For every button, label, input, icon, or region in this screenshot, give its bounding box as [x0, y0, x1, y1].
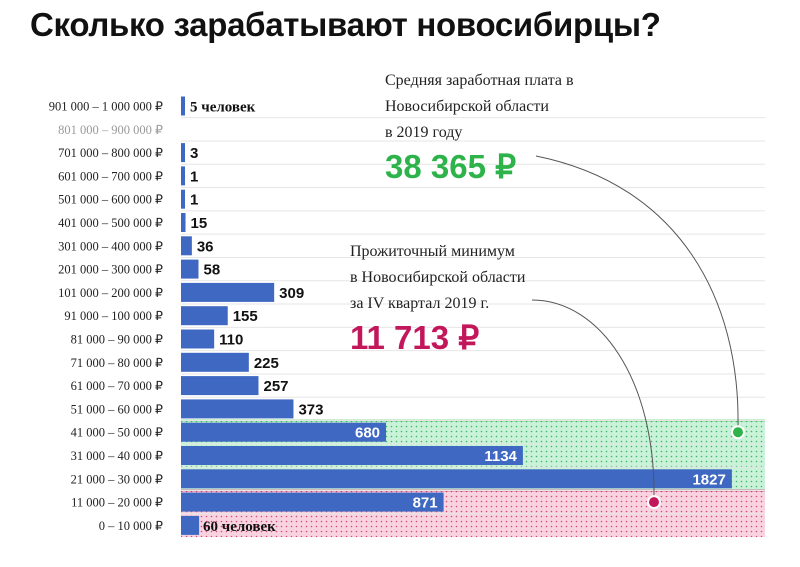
minimum-caption-line: в Новосибирской области — [350, 269, 526, 286]
category-label: 91 000 – 100 000 ₽ — [64, 309, 163, 323]
category-label: 501 000 – 600 000 ₽ — [58, 193, 163, 207]
value-label: 225 — [254, 355, 279, 372]
category-label: 71 000 – 80 000 ₽ — [71, 356, 163, 370]
bar — [181, 515, 200, 535]
bar — [181, 352, 249, 372]
category-label: 61 000 – 70 000 ₽ — [71, 379, 163, 393]
value-label: 257 — [263, 378, 288, 395]
category-label: 401 000 – 500 000 ₽ — [58, 216, 163, 230]
bar — [181, 329, 215, 349]
bar — [181, 96, 185, 116]
average-salary-caption: Средняя заработная плата в Новосибирской… — [385, 68, 574, 146]
value-label: 5 человек — [190, 100, 256, 116]
minimum-leader-line — [531, 299, 655, 497]
bar — [181, 469, 732, 489]
category-labels: 901 000 – 1 000 000 ₽ 801 000 – 900 000 ₽… — [49, 100, 163, 533]
bar — [181, 213, 186, 232]
minimum-marker — [647, 495, 661, 510]
average-caption-line: Средняя заработная плата в — [385, 72, 574, 89]
value-label: 15 — [191, 215, 208, 232]
category-label: 201 000 – 300 000 ₽ — [58, 263, 163, 277]
average-caption-line: в 2019 году — [385, 124, 463, 141]
bar — [181, 399, 294, 419]
gridlines — [181, 117, 765, 515]
category-label: 81 000 – 90 000 ₽ — [71, 333, 163, 347]
value-label: 309 — [279, 285, 304, 302]
average-marker — [731, 425, 745, 440]
value-label: 373 — [298, 401, 323, 418]
bar — [181, 189, 185, 209]
bar — [181, 259, 199, 279]
value-label: 1827 — [692, 471, 725, 488]
bars — [181, 96, 732, 535]
subsistence-minimum-caption: Прожиточный минимум в Новосибирской обла… — [350, 239, 525, 317]
minimum-caption-line: за IV квартал 2019 г. — [350, 295, 490, 312]
category-label: 31 000 – 40 000 ₽ — [71, 449, 163, 463]
average-leader-line — [535, 155, 739, 427]
bar — [181, 422, 387, 442]
value-label: 58 — [203, 262, 220, 279]
bar — [181, 143, 185, 163]
value-label: 3 — [190, 145, 198, 162]
bar — [181, 236, 192, 256]
category-label: 901 000 – 1 000 000 ₽ — [49, 100, 163, 114]
category-label: 601 000 – 700 000 ₽ — [58, 169, 163, 183]
bar — [181, 376, 259, 396]
value-label: 110 — [219, 332, 243, 349]
value-label: 1 — [190, 168, 198, 185]
value-labels: 5 человек 3 1 1 15 36 58 309 155 110 225 257 373 680 1… — [190, 100, 726, 535]
category-label: 21 000 – 30 000 ₽ — [71, 472, 163, 486]
average-salary-value: 38 365 ₽ — [385, 148, 517, 185]
value-label: 60 человек — [203, 519, 276, 535]
bar — [181, 166, 185, 186]
category-label: 801 000 – 900 000 ₽ — [58, 123, 163, 137]
value-label: 871 — [413, 495, 438, 512]
bar — [181, 492, 444, 512]
value-label: 1 — [190, 192, 198, 209]
category-label: 41 000 – 50 000 ₽ — [71, 426, 163, 440]
average-caption-line: Новосибирской области — [385, 98, 549, 115]
value-label: 1134 — [484, 448, 517, 465]
category-label: 0 – 10 000 ₽ — [99, 519, 163, 533]
bar — [181, 446, 523, 465]
bar — [181, 282, 275, 302]
bar — [181, 306, 228, 326]
category-label: 101 000 – 200 000 ₽ — [58, 286, 163, 300]
value-label: 680 — [355, 425, 380, 442]
category-label: 51 000 – 60 000 ₽ — [71, 402, 163, 416]
category-label: 301 000 – 400 000 ₽ — [58, 239, 163, 253]
value-label: 36 — [197, 238, 214, 255]
chart-title: Сколько зарабатывают новосибирцы? — [30, 6, 661, 43]
minimum-caption-line: Прожиточный минимум — [350, 243, 515, 260]
subsistence-minimum-value: 11 713 ₽ — [350, 319, 480, 356]
value-label: 155 — [233, 308, 258, 325]
category-label: 701 000 – 800 000 ₽ — [58, 146, 163, 160]
annotation-leaders — [531, 155, 745, 510]
category-label: 11 000 – 20 000 ₽ — [71, 496, 163, 510]
